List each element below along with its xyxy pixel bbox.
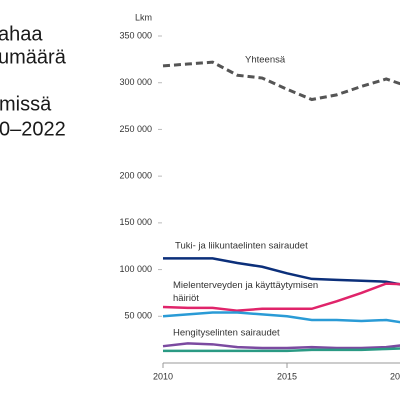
y-tick-label: 100 000 xyxy=(119,264,152,274)
series-line xyxy=(162,342,400,350)
title-line: missä xyxy=(0,93,52,115)
series-line xyxy=(162,60,400,102)
series-label: Mielenterveyden ja käyttäytymisen häiriöt xyxy=(173,280,318,304)
y-tick-label: 50 000 xyxy=(124,311,152,321)
series-line xyxy=(162,282,400,312)
y-axis-label: Lkm xyxy=(135,12,152,22)
y-tick-label: 200 000 xyxy=(119,171,152,181)
title-line: 0–2022 xyxy=(0,118,66,140)
series-line xyxy=(163,347,400,353)
series-label: Tuki- ja liikuntaelinten sairaudet xyxy=(175,241,308,252)
y-tick-label: 250 000 xyxy=(119,124,152,134)
series-line xyxy=(162,311,400,324)
title-line: ahaa xyxy=(0,23,43,45)
x-tick-label: 20 xyxy=(390,371,400,381)
y-tick-label: 350 000 xyxy=(119,30,152,40)
series-label: Hengityselinten sairaudet xyxy=(173,328,280,339)
y-tick-label: 150 000 xyxy=(119,217,152,227)
x-tick-label: 2010 xyxy=(153,371,173,381)
series-label: Yhteensä xyxy=(245,55,286,66)
x-tick-label: 2015 xyxy=(277,371,297,381)
title-line: umäärä xyxy=(0,46,67,68)
series-line xyxy=(163,257,400,286)
y-tick-label: 300 000 xyxy=(119,77,152,87)
